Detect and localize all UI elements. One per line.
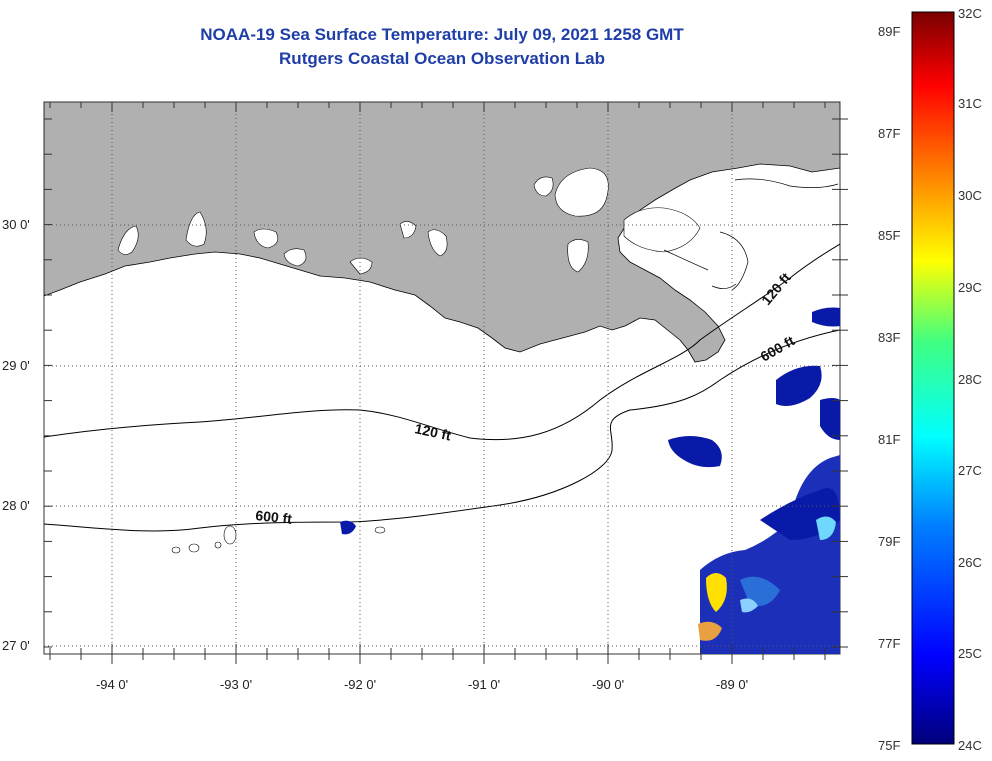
coastline-detail bbox=[663, 178, 839, 291]
lat-label: 28 0' bbox=[2, 498, 30, 513]
colorbar-label-c: 26C bbox=[958, 555, 982, 570]
lon-label: -91 0' bbox=[468, 677, 500, 692]
land-mass bbox=[44, 102, 840, 363]
colorbar-label-f: 79F bbox=[878, 534, 901, 549]
sst-data bbox=[340, 307, 840, 654]
colorbar-label-f: 81F bbox=[878, 432, 901, 447]
colorbar-label-f: 75F bbox=[878, 738, 901, 753]
isobath-600ft bbox=[44, 329, 840, 532]
colorbar-label-c: 27C bbox=[958, 463, 982, 478]
lon-label: -92 0' bbox=[344, 677, 376, 692]
colorbar bbox=[911, 11, 955, 745]
colorbar-label-f: 89F bbox=[878, 24, 901, 39]
contour-fragments bbox=[171, 525, 386, 554]
colorbar-label-f: 83F bbox=[878, 330, 901, 345]
lon-label: -89 0' bbox=[716, 677, 748, 692]
isobath-label-600ft-west: 600 ft bbox=[255, 507, 293, 527]
colorbar-label-c: 32C bbox=[958, 6, 982, 21]
lon-label: -90 0' bbox=[592, 677, 624, 692]
lat-label: 27 0' bbox=[2, 638, 30, 653]
colorbar-label-c: 30C bbox=[958, 188, 982, 203]
isobath-label-120ft-west: 120 ft bbox=[413, 420, 452, 443]
colorbar-label-c: 25C bbox=[958, 646, 982, 661]
colorbar-label-c: 29C bbox=[958, 280, 982, 295]
lat-label: 29 0' bbox=[2, 358, 30, 373]
lon-label: -94 0' bbox=[96, 677, 128, 692]
colorbar-label-c: 24C bbox=[958, 738, 982, 753]
lon-label: -93 0' bbox=[220, 677, 252, 692]
colorbar-label-c: 28C bbox=[958, 372, 982, 387]
inland-lakes bbox=[117, 167, 701, 275]
colorbar-label-f: 77F bbox=[878, 636, 901, 651]
map-subtitle: Rutgers Coastal Ocean Observation Lab bbox=[279, 49, 605, 68]
colorbar-label-c: 31C bbox=[958, 96, 982, 111]
colorbar-label-f: 85F bbox=[878, 228, 901, 243]
isobath-120ft bbox=[44, 243, 840, 441]
map-title: NOAA-19 Sea Surface Temperature: July 09… bbox=[200, 25, 684, 44]
lat-label: 30 0' bbox=[2, 217, 30, 232]
graticule bbox=[44, 102, 840, 654]
colorbar-label-f: 87F bbox=[878, 126, 901, 141]
frame-ticks bbox=[44, 102, 848, 664]
